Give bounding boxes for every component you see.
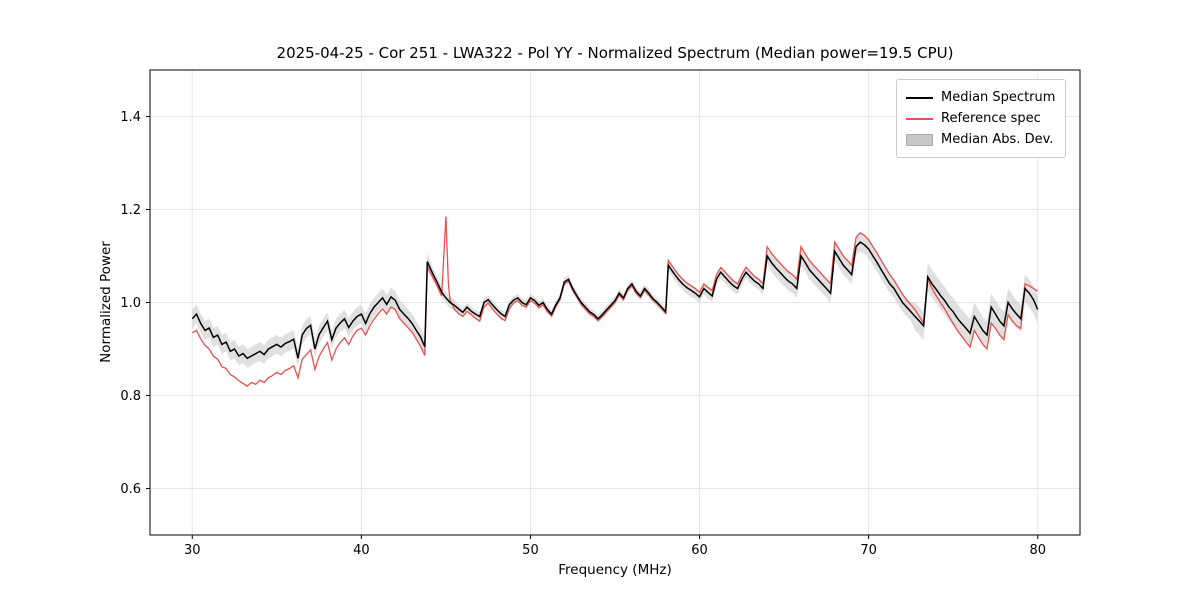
y-axis-label: Normalized Power bbox=[98, 241, 114, 363]
y-tick-label: 0.8 bbox=[120, 389, 141, 404]
mad-patch-swatch bbox=[906, 133, 933, 146]
x-tick-label: 30 bbox=[184, 543, 201, 558]
reference-line-swatch bbox=[906, 117, 933, 120]
chart-title: 2025-04-25 - Cor 251 - LWA322 - Pol YY -… bbox=[276, 44, 954, 62]
median-line-swatch bbox=[906, 96, 933, 99]
tick-marks bbox=[146, 116, 1039, 539]
x-tick-label: 40 bbox=[353, 543, 370, 558]
legend-label-median: Median Spectrum bbox=[941, 90, 1056, 105]
y-tick-label: 0.6 bbox=[120, 482, 141, 497]
x-tick-label: 60 bbox=[691, 543, 708, 558]
tick-labels: 30 40 50 60 70 80 0.6 0.8 1.0 1.2 1.4 bbox=[120, 110, 1046, 558]
y-tick-label: 1.0 bbox=[120, 296, 141, 311]
legend-entry-mad: Median Abs. Dev. bbox=[906, 129, 1055, 150]
legend-entry-reference: Reference spec bbox=[906, 108, 1055, 129]
x-tick-label: 70 bbox=[860, 543, 877, 558]
x-tick-label: 80 bbox=[1029, 543, 1046, 558]
y-tick-label: 1.2 bbox=[120, 203, 141, 218]
median-line bbox=[191, 241, 1039, 360]
reference-line bbox=[191, 216, 1039, 388]
legend: Median Spectrum Reference spec Median Ab… bbox=[896, 79, 1067, 158]
legend-label-reference: Reference spec bbox=[941, 111, 1041, 126]
y-tick-label: 1.4 bbox=[120, 110, 141, 125]
legend-label-mad: Median Abs. Dev. bbox=[941, 132, 1054, 147]
legend-entry-median: Median Spectrum bbox=[906, 87, 1055, 108]
x-tick-label: 50 bbox=[522, 543, 539, 558]
x-axis-label: Frequency (MHz) bbox=[558, 562, 672, 578]
